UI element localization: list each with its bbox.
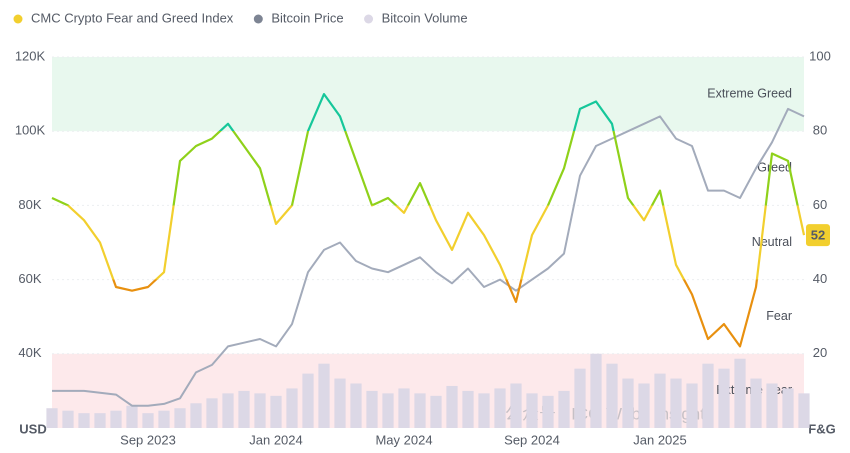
axis-unit-left: USD <box>19 421 46 436</box>
zone-band <box>52 57 804 132</box>
volume-bar <box>734 358 746 428</box>
volume-bar <box>670 378 682 428</box>
volume-bar <box>702 363 714 428</box>
volume-bar <box>302 373 314 428</box>
volume-bar <box>318 363 330 428</box>
volume-bar <box>654 373 666 428</box>
zone-label: Fear <box>766 309 792 323</box>
y-tick-label: 100K <box>15 123 46 138</box>
legend-marker <box>13 14 23 24</box>
volume-bar <box>686 383 698 428</box>
volume-bar <box>174 408 186 428</box>
legend-marker <box>364 14 374 24</box>
volume-bar <box>286 388 298 428</box>
volume-bar <box>222 393 234 428</box>
y2-tick-label: 20 <box>813 345 827 360</box>
y-tick-label: 120K <box>15 48 46 63</box>
volume-bar <box>206 398 218 428</box>
last-value-label: 52 <box>811 228 825 243</box>
volume-bar <box>558 390 570 428</box>
volume-bar <box>446 385 458 428</box>
volume-bar <box>542 395 554 428</box>
volume-bar <box>158 410 170 428</box>
zone-label: Greed <box>757 161 792 175</box>
volume-bar <box>334 378 346 428</box>
volume-bar <box>414 393 426 428</box>
volume-bar <box>254 393 266 428</box>
volume-bar <box>398 388 410 428</box>
x-tick-label: May 2024 <box>375 432 432 447</box>
legend-label: Bitcoin Price <box>271 10 343 25</box>
zone-label: Neutral <box>752 235 792 249</box>
legend-marker <box>253 14 263 24</box>
volume-bar <box>238 390 250 428</box>
volume-bar <box>622 378 634 428</box>
zone-label: Extreme Greed <box>707 86 792 100</box>
volume-bar <box>366 390 378 428</box>
volume-bar <box>46 408 58 428</box>
volume-bar <box>190 403 202 428</box>
y-tick-label: 40K <box>18 345 41 360</box>
volume-bar <box>462 390 474 428</box>
volume-bar <box>62 410 74 428</box>
axis-unit-right: F&G <box>808 421 835 436</box>
volume-bar <box>126 405 138 428</box>
volume-bar <box>606 363 618 428</box>
series-line <box>51 93 806 348</box>
volume-bar <box>718 368 730 428</box>
volume-bar <box>574 368 586 428</box>
legend-label: CMC Crypto Fear and Greed Index <box>31 10 234 25</box>
volume-bar <box>494 388 506 428</box>
volume-bar <box>798 393 810 428</box>
volume-bar <box>110 410 122 428</box>
y2-tick-label: 80 <box>813 123 827 138</box>
series-line <box>52 107 805 407</box>
volume-bar <box>78 413 90 428</box>
volume-bar <box>270 395 282 428</box>
volume-bar <box>142 413 154 428</box>
volume-bar <box>526 393 538 428</box>
x-tick-label: Jan 2025 <box>633 432 687 447</box>
x-tick-label: Jan 2024 <box>249 432 303 447</box>
x-tick-label: Sep 2024 <box>504 432 560 447</box>
y2-tick-label: 100 <box>809 48 831 63</box>
y2-tick-label: 60 <box>813 197 827 212</box>
volume-bar <box>766 383 778 428</box>
last-value-badge <box>806 224 830 247</box>
volume-bar <box>510 383 522 428</box>
volume-bar <box>94 413 106 428</box>
y-tick-label: 80K <box>18 197 41 212</box>
volume-bar <box>782 388 794 428</box>
volume-bar <box>750 378 762 428</box>
volume-bar <box>590 353 602 428</box>
legend-label: Bitcoin Volume <box>382 10 468 25</box>
y-tick-label: 60K <box>18 271 41 286</box>
volume-bar <box>478 393 490 428</box>
volume-bar <box>638 383 650 428</box>
x-tick-label: Sep 2023 <box>120 432 176 447</box>
volume-bar <box>430 395 442 428</box>
volume-bar <box>350 383 362 428</box>
volume-bar <box>382 393 394 428</box>
y2-tick-label: 40 <box>813 271 827 286</box>
